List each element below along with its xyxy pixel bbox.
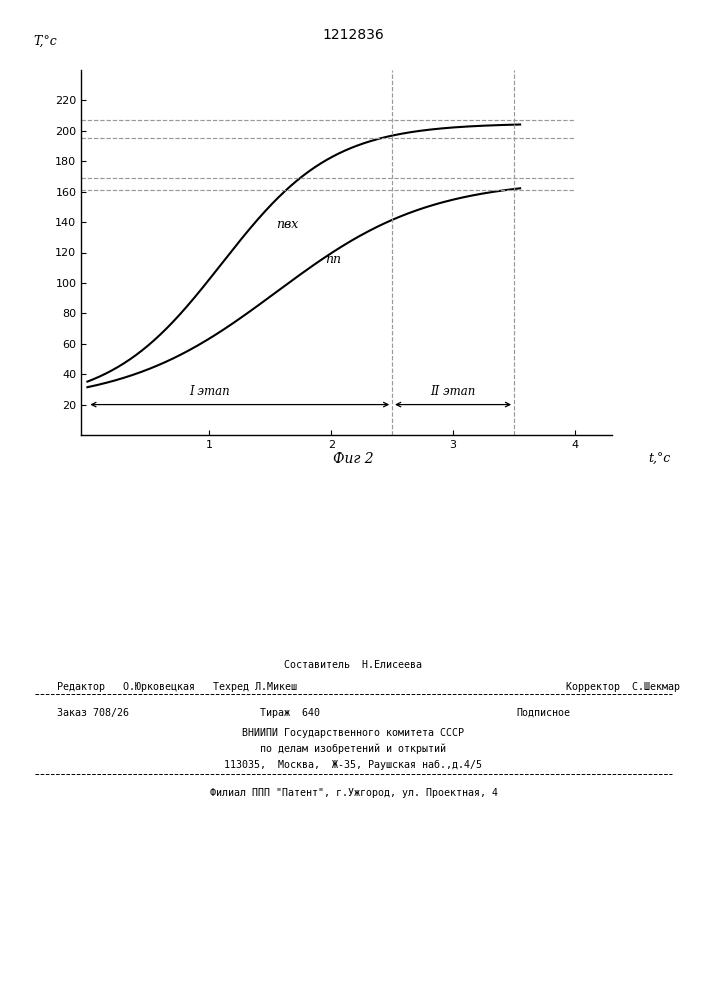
Text: Корректор  С.Шекмар: Корректор С.Шекмар <box>566 682 679 692</box>
Text: t,°c: t,°c <box>649 453 671 466</box>
Text: пвх: пвх <box>276 218 298 231</box>
Text: Филиал ППП "Патент", г.Ужгород, ул. Проектная, 4: Филиал ППП "Патент", г.Ужгород, ул. Прое… <box>209 788 498 798</box>
Text: ВНИИПИ Государственного комитета СССР: ВНИИПИ Государственного комитета СССР <box>243 728 464 738</box>
Text: по делам изобретений и открытий: по делам изобретений и открытий <box>260 744 447 754</box>
Text: Тираж  640: Тираж 640 <box>260 708 320 718</box>
Text: ІІ этап: ІІ этап <box>431 385 476 398</box>
Text: 1212836: 1212836 <box>322 28 385 42</box>
Text: Составитель  Н.Елисеева: Составитель Н.Елисеева <box>284 660 423 670</box>
Text: Подписное: Подписное <box>516 708 570 718</box>
Text: Заказ 708/26: Заказ 708/26 <box>57 708 129 718</box>
Text: I этап: I этап <box>189 385 230 398</box>
Text: пп: пп <box>325 253 341 266</box>
Text: Фиг 2: Фиг 2 <box>333 452 374 466</box>
Text: Редактор   О.Юрковецкая   Техред Л.Микеш: Редактор О.Юрковецкая Техред Л.Микеш <box>57 682 296 692</box>
Text: 113035,  Москва,  Ж-35, Раушская наб.,д.4/5: 113035, Москва, Ж-35, Раушская наб.,д.4/… <box>225 760 482 770</box>
Text: T,°c: T,°c <box>34 35 57 48</box>
